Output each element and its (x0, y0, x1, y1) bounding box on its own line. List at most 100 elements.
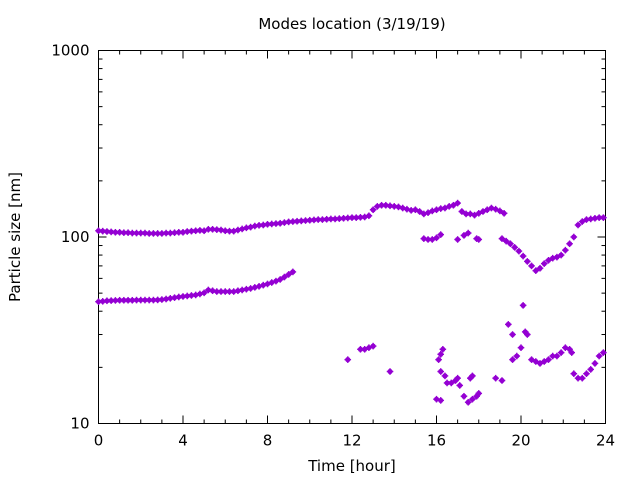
data-point (112, 228, 119, 236)
data-point (437, 350, 445, 358)
data-point (424, 236, 432, 243)
data-point (536, 264, 544, 272)
plot-frame (98, 50, 606, 424)
x-tick-label: 4 (178, 432, 188, 450)
y-tick-label: 1000 (51, 42, 89, 60)
data-point (255, 222, 263, 229)
data-point (200, 289, 208, 297)
data-point (447, 379, 455, 387)
data-point (562, 246, 569, 254)
data-point (454, 199, 461, 207)
data-point (483, 206, 491, 214)
data-point (557, 349, 565, 356)
data-point (150, 230, 157, 237)
data-point (519, 252, 527, 260)
data-point (435, 356, 442, 363)
data-point (545, 356, 552, 363)
data-point (469, 372, 476, 380)
data-point (124, 296, 132, 304)
data-point (264, 220, 271, 228)
y-tick-label: 100 (61, 228, 90, 246)
data-point (600, 214, 607, 221)
data-point (437, 231, 445, 238)
data-point (553, 352, 561, 360)
data-point (179, 293, 187, 300)
data-point (314, 216, 322, 223)
data-point (137, 229, 145, 237)
data-point (129, 296, 136, 304)
data-point (475, 209, 483, 217)
data-point (386, 368, 394, 375)
data-point (515, 247, 523, 255)
data-point (513, 352, 521, 360)
data-point (492, 374, 499, 382)
data-point (519, 302, 527, 309)
data-point (454, 374, 461, 382)
y-tick-label: 10 (70, 415, 89, 433)
data-point (568, 349, 575, 356)
data-point (158, 296, 166, 303)
data-point (475, 236, 483, 243)
data-point (441, 372, 449, 380)
data-point (439, 345, 447, 353)
data-point (450, 201, 457, 209)
data-point (458, 208, 466, 215)
data-point (587, 366, 595, 373)
data-point (464, 229, 472, 237)
data-point (566, 240, 573, 248)
data-point (496, 207, 504, 215)
data-point (570, 233, 578, 241)
data-point (464, 398, 472, 406)
data-point (285, 271, 292, 278)
data-point (183, 228, 191, 235)
data-point (570, 370, 578, 377)
x-tick-label: 0 (94, 432, 104, 450)
data-point (133, 296, 140, 304)
x-tick-label: 12 (342, 432, 361, 450)
x-axis-label: Time [hour] (307, 457, 396, 475)
data-point (158, 230, 166, 237)
data-point (289, 268, 297, 276)
x-tick-label: 20 (511, 432, 530, 450)
data-point (437, 397, 445, 404)
chart-title: Modes location (3/19/19) (258, 15, 445, 33)
data-point (540, 260, 548, 267)
data-point (549, 352, 556, 360)
data-point (460, 392, 468, 400)
data-point (532, 358, 540, 365)
data-point (600, 349, 607, 356)
data-point (498, 377, 506, 384)
y-axis: 10 100 1000 (51, 42, 606, 433)
data-point (281, 273, 288, 281)
data-point (511, 244, 518, 251)
data-point (412, 206, 419, 214)
data-point (469, 395, 476, 403)
x-tick-label: 8 (263, 432, 273, 450)
data-point (591, 360, 599, 367)
data-point (574, 374, 582, 382)
data-point (183, 292, 191, 300)
data-point (437, 368, 445, 375)
data-point (557, 251, 565, 259)
y-axis-label: Particle size [nm] (6, 172, 24, 302)
x-axis: 0 4 8 12 16 20 24 (94, 50, 615, 450)
data-point (221, 227, 229, 235)
data-point (517, 344, 525, 351)
data-point (528, 262, 535, 270)
data-point (498, 235, 506, 242)
data-point (213, 226, 221, 233)
data-point (443, 379, 451, 387)
data-point (196, 227, 204, 234)
data-point (416, 208, 423, 215)
data-point (276, 276, 284, 283)
data-point (369, 342, 377, 350)
data-point (221, 288, 229, 295)
data-point (433, 234, 440, 242)
data-points (95, 199, 607, 406)
data-point (509, 356, 516, 363)
data-point (505, 321, 512, 328)
data-point (192, 227, 199, 235)
data-point (553, 253, 561, 261)
data-point (583, 370, 590, 377)
